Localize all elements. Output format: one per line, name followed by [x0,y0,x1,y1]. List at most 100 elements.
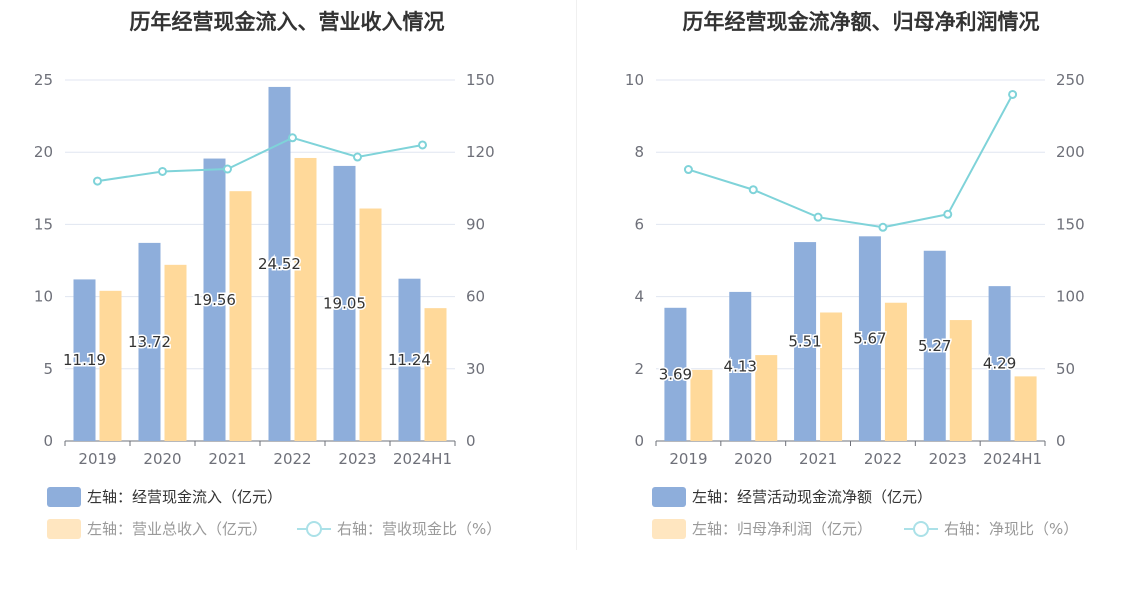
bar-series2 [949,320,972,441]
x-tick-label: 2024H1 [983,450,1042,468]
data-label: 5.51 [788,333,821,351]
panel-divider [576,0,577,550]
bar-series2 [164,264,187,441]
bar-series2 [99,290,122,441]
y-right-tick-label: 250 [1056,71,1085,89]
line-point [288,133,297,143]
x-tick-label: 2021 [208,450,246,468]
legend-item-bar2[interactable]: 左轴：营业总收入（亿元） [47,518,267,539]
x-tick-label: 2023 [338,450,376,468]
x-tick-label: 2019 [78,450,116,468]
x-tick-label: 2020 [143,450,181,468]
data-label: 24.52 [258,255,301,273]
y-left-tick-label: 0 [634,432,644,450]
legend-label: 右轴：净现比（%） [944,520,1079,538]
legend-item-bar2[interactable]: 左轴：归母净利润（亿元） [652,518,872,539]
line-series [688,93,1014,229]
bar-series1 [858,236,881,441]
x-tick-label: 2021 [799,450,837,468]
y-left-tick-label: 15 [34,215,53,233]
y-right-tick-label: 0 [466,432,476,450]
data-label: 5.27 [918,337,951,355]
y-right-tick-label: 60 [466,288,485,306]
y-left-tick-label: 5 [43,360,53,378]
legend-label: 左轴：归母净利润（亿元） [692,520,873,538]
legend-item-line[interactable]: 右轴：净现比（%） [904,518,1078,539]
line-point [1008,89,1018,99]
bar-series2 [229,191,252,441]
legend-item-line[interactable]: 右轴：营收现金比（%） [297,518,501,539]
chart-title: 历年经营现金流净额、归母净利润情况 [682,10,1040,34]
bar-series1 [988,286,1011,441]
chart-plot-area: 0 0 5 30 10 60 15 90 20 120 25 150 2019 2020 2021 2022 2… [34,71,495,468]
bar-series2 [755,355,778,441]
data-label: 11.19 [63,351,106,369]
bar-series1 [923,250,946,441]
line-point [878,222,888,232]
legend-item-bar1[interactable]: 左轴：经营活动现金流净额（亿元） [652,486,932,507]
chart-panel-left: 历年经营现金流入、营业收入情况 0 0 5 30 10 60 15 90 20 120 25 150 2… [0,0,574,560]
y-left-tick-label: 0 [43,432,53,450]
bar-series1 [138,242,161,441]
line-point [223,164,232,174]
bar-series1 [794,242,817,441]
line-circle-icon [297,519,331,539]
y-left-tick-label: 4 [634,288,644,306]
line-point [353,152,362,162]
y-left-tick-label: 10 [34,288,53,306]
chart-panel-right: 历年经营现金流净额、归母净利润情况 0 0 2 50 4 100 6 150 8 200 10 250… [574,0,1148,560]
y-left-tick-label: 10 [625,71,644,89]
y-right-tick-label: 90 [466,215,485,233]
bar-series1 [203,158,226,442]
bar-series1 [333,165,356,441]
legend-swatch-blue [47,486,81,507]
data-label: 11.24 [388,351,431,369]
y-right-tick-label: 50 [1056,360,1075,378]
line-point [158,166,167,176]
x-tick-label: 2020 [734,450,772,468]
legend-swatch-orange [652,518,686,539]
x-tick-label: 2023 [929,450,967,468]
data-label: 4.29 [983,355,1016,373]
line-point [943,209,953,219]
y-right-tick-label: 100 [1056,288,1085,306]
bar-series2 [884,302,907,441]
line-point [93,176,102,186]
bar-series1 [664,307,687,441]
legend-label: 左轴：营业总收入（亿元） [87,520,268,538]
y-left-tick-label: 2 [634,360,644,378]
x-tick-label: 2024H1 [393,450,452,468]
data-label: 5.67 [853,330,886,348]
data-label: 3.69 [659,365,692,383]
bar-series1 [398,278,421,441]
bar-series2 [690,369,713,441]
y-right-tick-label: 30 [466,360,485,378]
data-label: 13.72 [128,333,171,351]
legend-label: 左轴：经营现金流入（亿元） [87,488,283,506]
y-left-tick-label: 6 [634,215,644,233]
bar-series2 [359,208,382,441]
legend-label: 左轴：经营活动现金流净额（亿元） [692,488,933,506]
line-point [748,185,758,195]
data-label: 19.05 [323,294,366,312]
bar-series2 [820,312,843,441]
line-point [418,140,427,150]
line-point [683,165,693,175]
x-tick-label: 2022 [864,450,902,468]
bar-series1 [73,279,96,441]
data-label: 4.13 [724,357,757,375]
y-right-tick-label: 150 [466,71,495,89]
x-tick-label: 2019 [669,450,707,468]
x-tick-label: 2022 [273,450,311,468]
y-right-tick-label: 0 [1056,432,1066,450]
bar-series1 [729,291,752,441]
bar-series2 [424,308,447,441]
y-left-tick-label: 8 [634,143,644,161]
legend-swatch-blue [652,486,686,507]
chart-title: 历年经营现金流入、营业收入情况 [129,10,445,34]
legend-item-bar1[interactable]: 左轴：经营现金流入（亿元） [47,486,282,507]
y-right-tick-label: 120 [466,143,495,161]
legend-label: 右轴：营收现金比（%） [337,520,502,538]
y-right-tick-label: 150 [1056,215,1085,233]
